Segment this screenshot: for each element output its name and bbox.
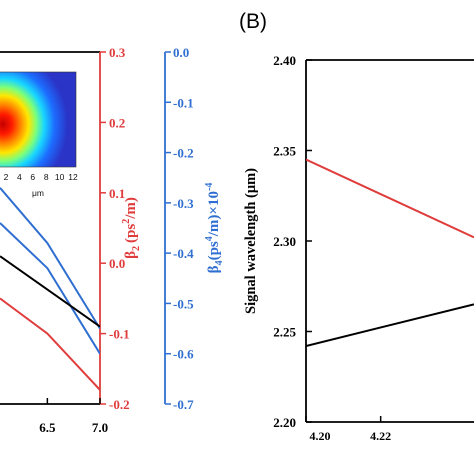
inset-xlabel: μm bbox=[32, 188, 44, 198]
mode-profile-inset: 2 4 6 8 10 12 μm bbox=[0, 71, 78, 198]
beta2-tick-label: -0.1 bbox=[109, 327, 130, 342]
beta4-label-tail: /m)×10 bbox=[206, 191, 222, 237]
beta2-label-tail: /m) bbox=[123, 197, 139, 220]
beta4-tick-label: -0.3 bbox=[173, 196, 194, 211]
beta4-label-main: β bbox=[206, 265, 222, 273]
beta2-axis-label: β2(ps2/m) bbox=[121, 197, 142, 259]
inset-tick-label: 6 bbox=[30, 172, 35, 182]
inset-tick-label: 4 bbox=[17, 172, 22, 182]
series-line-beta4 bbox=[0, 187, 100, 330]
beta2-tick-label: 0.2 bbox=[109, 115, 125, 130]
beta2-tick-label: -0.2 bbox=[109, 397, 130, 412]
beta4-label-exp: -4 bbox=[204, 183, 215, 191]
panel-b: (B) 2.40 2.35 2.30 2.25 2.20 4.20 4.22 Signal… bbox=[239, 10, 474, 443]
series-line-beta2 bbox=[0, 255, 100, 328]
beta2-tick-label: 0.3 bbox=[109, 45, 126, 60]
beta4-tick-label: -0.5 bbox=[173, 296, 194, 311]
panel-a: 0.30.20.10.0-0.1-0.2 β2(ps2/m) 0.0-0.1-0… bbox=[0, 45, 225, 435]
beta4-axis-label: β4(ps4/m)×10-4 bbox=[204, 183, 225, 274]
beta4-label-sub: 4 bbox=[214, 260, 225, 265]
panel-label-b: (B) bbox=[239, 10, 267, 33]
beta2-tick-label: 0.1 bbox=[109, 186, 125, 201]
inset-tick-label: 2 bbox=[4, 172, 9, 182]
b-x-tick-label: 4.22 bbox=[370, 429, 391, 443]
inset-tick-label: 12 bbox=[68, 172, 78, 182]
b-y-tick-label: 2.40 bbox=[273, 53, 296, 68]
beta4-tick-label: -0.7 bbox=[173, 397, 194, 412]
x-tick-label: 6.5 bbox=[39, 420, 56, 435]
inset-tick-label: 8 bbox=[44, 172, 49, 182]
beta4-axis: 0.0-0.1-0.2-0.3-0.4-0.5-0.6-0.7 β4(ps4/m… bbox=[164, 45, 225, 412]
b-y-tick-label: 2.35 bbox=[273, 144, 296, 159]
beta2-label-sup: 2 bbox=[121, 219, 132, 224]
b-x-tick-label: 4.20 bbox=[310, 429, 331, 443]
beta4-label-sup: 4 bbox=[204, 236, 215, 241]
inset-tick-label: 10 bbox=[55, 172, 65, 182]
b-y-tick-label: 2.25 bbox=[273, 325, 296, 340]
inset-frame bbox=[0, 71, 77, 168]
beta2-label-main: β bbox=[123, 251, 139, 259]
beta4-tick-label: -0.4 bbox=[173, 246, 194, 261]
beta2-tick-label: 0.0 bbox=[109, 256, 125, 271]
beta2-label-sub: 2 bbox=[131, 246, 142, 251]
beta2-axis: 0.30.20.10.0-0.1-0.2 β2(ps2/m) bbox=[99, 45, 142, 412]
b-y-tick-label: 2.30 bbox=[273, 234, 296, 249]
series-line-beta4 bbox=[0, 222, 100, 355]
series-line-beta2 bbox=[0, 297, 100, 391]
beta4-tick-label: -0.1 bbox=[173, 95, 194, 110]
panel-b-series-line bbox=[306, 303, 474, 347]
beta2-label-unit: (ps bbox=[123, 224, 139, 243]
beta4-tick-label: 0.0 bbox=[173, 45, 189, 60]
panel-b-series-line bbox=[306, 158, 474, 239]
beta4-tick-label: -0.2 bbox=[173, 146, 194, 161]
panel-b-ylabel: Signal wavelength (μm) bbox=[243, 168, 259, 314]
x-tick-label: 7.0 bbox=[92, 420, 108, 435]
beta4-tick-label: -0.6 bbox=[173, 347, 194, 362]
beta4-label-unit: (ps bbox=[206, 241, 222, 260]
inset-heatmap bbox=[0, 72, 76, 167]
b-y-tick-label: 2.20 bbox=[273, 415, 296, 430]
